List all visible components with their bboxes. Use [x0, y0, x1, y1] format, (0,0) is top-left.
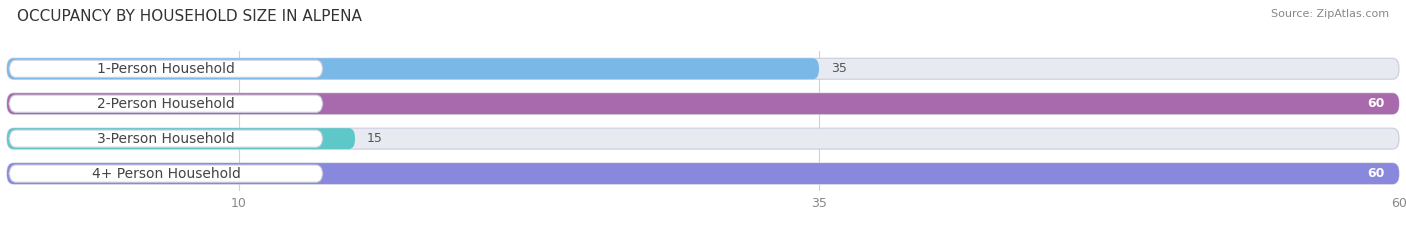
FancyBboxPatch shape — [7, 128, 354, 149]
Text: 60: 60 — [1368, 97, 1385, 110]
FancyBboxPatch shape — [10, 165, 322, 182]
Text: 1-Person Household: 1-Person Household — [97, 62, 235, 76]
Text: 2-Person Household: 2-Person Household — [97, 97, 235, 111]
FancyBboxPatch shape — [10, 60, 322, 77]
FancyBboxPatch shape — [7, 128, 1399, 149]
Text: 3-Person Household: 3-Person Household — [97, 132, 235, 146]
Text: Source: ZipAtlas.com: Source: ZipAtlas.com — [1271, 9, 1389, 19]
Text: 60: 60 — [1368, 167, 1385, 180]
FancyBboxPatch shape — [7, 93, 1399, 114]
Text: 15: 15 — [367, 132, 382, 145]
FancyBboxPatch shape — [7, 163, 1399, 184]
FancyBboxPatch shape — [10, 95, 322, 112]
FancyBboxPatch shape — [7, 58, 1399, 79]
Text: 4+ Person Household: 4+ Person Household — [91, 167, 240, 181]
FancyBboxPatch shape — [7, 93, 1399, 114]
FancyBboxPatch shape — [7, 163, 1399, 184]
FancyBboxPatch shape — [7, 58, 818, 79]
FancyBboxPatch shape — [10, 130, 322, 147]
Text: OCCUPANCY BY HOUSEHOLD SIZE IN ALPENA: OCCUPANCY BY HOUSEHOLD SIZE IN ALPENA — [17, 9, 361, 24]
Text: 35: 35 — [831, 62, 846, 75]
